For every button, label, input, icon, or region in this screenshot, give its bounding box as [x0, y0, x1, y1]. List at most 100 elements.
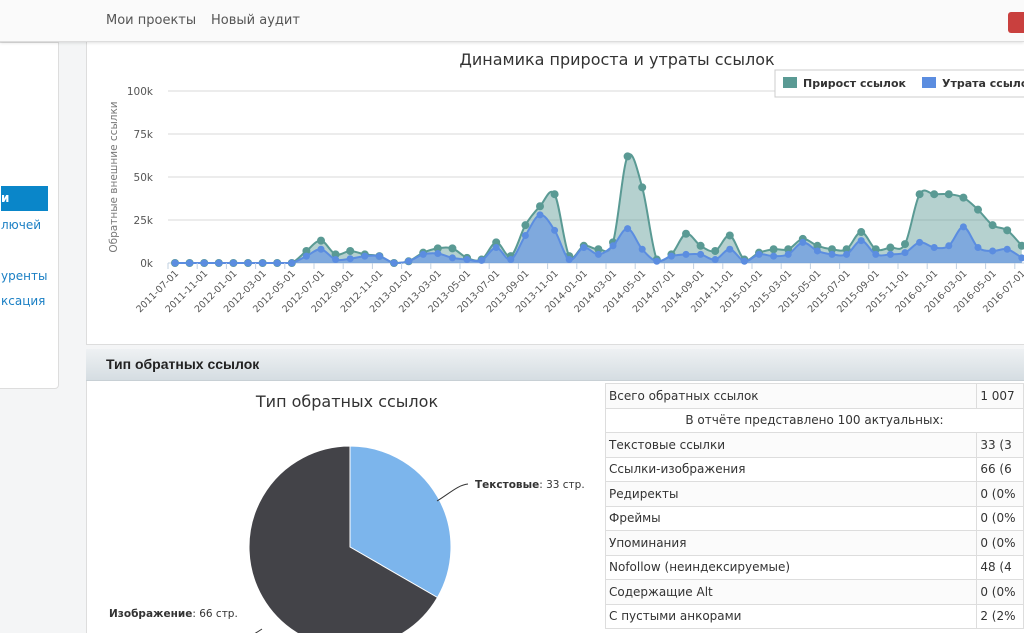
data-point: [638, 183, 647, 192]
data-point: [478, 256, 486, 264]
sidebar: и лючей уренты ксация: [0, 42, 59, 389]
total-value: 1 007: [976, 383, 1024, 409]
section-header: Тип обратных ссылок: [86, 349, 1024, 381]
data-point: [886, 243, 895, 252]
data-point: [405, 257, 413, 265]
data-point: [375, 252, 383, 260]
data-point: [901, 240, 909, 249]
pie-slice: [248, 445, 439, 633]
data-point: [273, 259, 281, 267]
data-point: [302, 246, 311, 255]
legend-item: Утрата ссылок: [942, 77, 1024, 90]
report-note: В отчёте представлено 100 актуальных:: [605, 407, 1024, 433]
data-point: [624, 225, 632, 233]
data-point: [594, 245, 603, 254]
data-point: [1003, 245, 1011, 253]
data-point: [872, 250, 880, 258]
row-value: 0 (0%: [976, 530, 1024, 556]
legend-swatch: [783, 77, 797, 88]
sidebar-item-competitors[interactable]: уренты: [1, 269, 48, 283]
data-point: [989, 247, 997, 255]
row-value: 2 (2%: [976, 603, 1024, 629]
data-point: [901, 249, 909, 257]
total-label: Всего обратных ссылок: [604, 383, 978, 409]
data-point: [682, 250, 690, 258]
data-point: [813, 241, 822, 250]
data-point: [857, 228, 866, 237]
data-point: [550, 190, 559, 199]
legend-item: Прирост ссылок: [803, 77, 907, 90]
data-point: [186, 259, 194, 267]
data-point: [536, 202, 544, 211]
data-point: [1003, 226, 1012, 235]
data-point: [959, 223, 967, 231]
data-point: [915, 190, 924, 199]
pie-label-text: Текстовые: 33 стр.: [475, 479, 585, 491]
label-connector: [436, 483, 469, 502]
row-label: Упоминания: [604, 530, 978, 556]
row-value: 66 (6: [976, 456, 1024, 482]
data-point: [463, 256, 471, 264]
table-row: Nofollow (неиндексируемые) 48 (4: [604, 554, 1024, 580]
pie-slice: [349, 445, 452, 599]
sidebar-item-indexing[interactable]: ксация: [1, 294, 46, 308]
data-point: [682, 229, 690, 238]
data-point: [711, 256, 719, 264]
data-point: [317, 245, 325, 253]
data-point: [317, 236, 325, 245]
table-row: Фреймы 0 (0%: [604, 505, 1024, 531]
data-point: [974, 244, 982, 252]
top-navigation: Мои проекты Новый аудит: [0, 0, 1024, 42]
links-dynamics-chart: Динамика прироста и утраты ссылок 0k 25k 50…: [108, 50, 1024, 315]
data-point: [828, 245, 836, 254]
data-point: [930, 190, 939, 199]
data-point: [433, 244, 442, 253]
y-tick-label: 25k: [134, 215, 154, 227]
data-point: [346, 255, 354, 263]
data-point: [302, 252, 310, 260]
y-tick-label: 50k: [134, 172, 154, 184]
data-point: [215, 259, 223, 267]
y-tick-label: 0k: [140, 258, 154, 270]
data-point: [361, 252, 369, 260]
data-point: [346, 246, 355, 255]
row-value: 33 (3: [976, 432, 1024, 458]
data-point: [959, 193, 968, 202]
table-row: Редиректы 0 (0%: [604, 481, 1024, 507]
nav-new-audit[interactable]: Новый аудит: [211, 13, 300, 28]
data-point: [843, 250, 851, 258]
pie-label-images: Изображение: 66 стр.: [109, 608, 238, 620]
row-label: Редиректы: [604, 481, 978, 507]
data-point: [974, 205, 982, 214]
data-point: [871, 245, 880, 254]
data-point: [725, 231, 734, 240]
data-point: [769, 245, 778, 254]
data-point: [609, 242, 617, 250]
nav-my-projects[interactable]: Мои проекты: [106, 13, 197, 28]
pie-label-value: : 66 стр.: [192, 608, 237, 620]
sidebar-item-active[interactable]: и: [1, 186, 48, 211]
data-point: [784, 245, 793, 254]
row-label: Nofollow (неиндексируемые): [604, 554, 978, 580]
row-value: 48 (4: [976, 554, 1024, 580]
data-point: [521, 221, 530, 230]
data-point: [930, 244, 938, 252]
data-point: [244, 259, 252, 267]
data-point: [551, 226, 559, 234]
data-point: [638, 245, 646, 253]
y-tick-label: 100k: [127, 86, 154, 98]
data-point: [171, 259, 179, 267]
data-point: [945, 242, 953, 250]
link-stats-table: Всего обратных ссылок 1 007 В отчёте пред…: [604, 383, 1024, 629]
data-point: [755, 250, 763, 258]
data-point: [229, 259, 237, 267]
sidebar-item-keywords[interactable]: лючей: [1, 218, 42, 232]
legend-box: [774, 69, 1024, 98]
data-point: [988, 221, 997, 230]
data-point: [916, 238, 924, 246]
data-point: [842, 245, 851, 254]
header-action-button[interactable]: [1008, 12, 1024, 33]
data-point: [770, 252, 778, 260]
data-point: [740, 257, 748, 265]
pie-label-name: Изображение: [109, 608, 192, 620]
